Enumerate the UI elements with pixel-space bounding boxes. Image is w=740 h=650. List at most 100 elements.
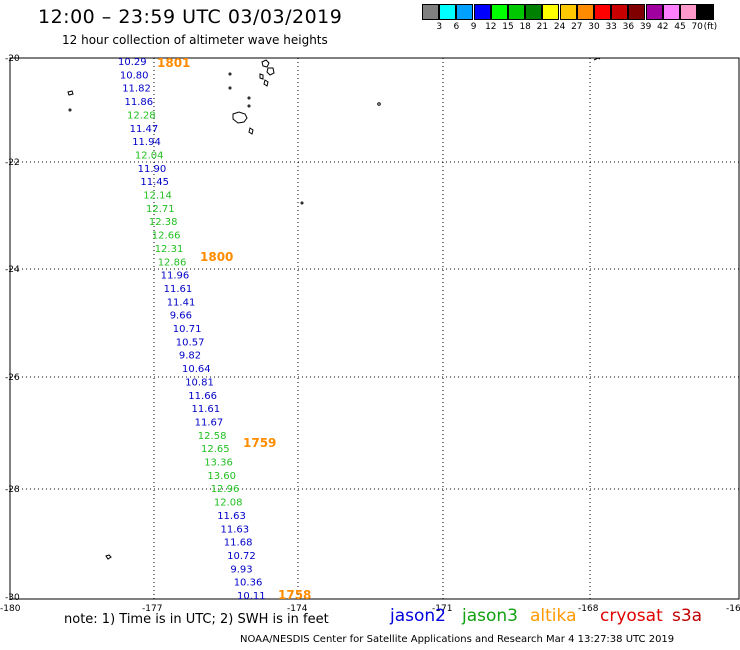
legend-swatch — [645, 4, 663, 20]
wave-height-label: 11.86 — [125, 97, 154, 108]
legend-swatch — [680, 4, 697, 20]
legend-label: 6 — [453, 22, 460, 32]
wave-height-label: 9.93 — [230, 564, 252, 575]
wave-height-label: 13.36 — [204, 458, 233, 469]
wave-height-label: 11.63 — [217, 511, 246, 522]
lon-label: -168 — [578, 604, 599, 614]
legend-swatch — [422, 4, 439, 20]
wave-height-label: 10.71 — [173, 324, 202, 335]
wave-height-label: 9.66 — [170, 311, 192, 322]
legend-swatch — [439, 4, 457, 20]
time-label: 1759 — [243, 436, 276, 450]
wave-height-label: 11.90 — [138, 164, 167, 175]
wave-height-label: 12.28 — [127, 110, 156, 121]
legend-swatch — [662, 4, 680, 20]
wave-height-label: 12.71 — [146, 204, 175, 215]
legend-swatch — [611, 4, 629, 20]
credit-line: NOAA/NESDIS Center for Satellite Applica… — [240, 634, 675, 645]
wave-height-track: 10.29 10.80 11.82 11.86 12.28 11.47 11.94 12.04… — [118, 57, 266, 602]
wave-height-label: 12.65 — [201, 444, 230, 455]
legend-label: 12 — [485, 22, 497, 32]
wave-height-label: 12.31 — [155, 244, 184, 255]
legend-swatch — [628, 4, 646, 20]
lat-label: -30 — [5, 593, 20, 603]
wave-height-label: 11.45 — [140, 177, 169, 188]
wave-height-label: 12.38 — [149, 217, 178, 228]
wave-height-label: 12.58 — [198, 431, 227, 442]
wave-height-label: 12.04 — [135, 150, 164, 161]
legend-swatch — [559, 4, 577, 20]
wave-height-label: 11.68 — [224, 538, 253, 549]
wave-height-label: 11.61 — [164, 284, 193, 295]
wave-height-label: 10.11 — [237, 591, 266, 602]
time-label: 1758 — [278, 588, 311, 602]
legend-label: 3 — [436, 22, 443, 32]
wave-height-label: 11.61 — [192, 404, 221, 415]
legend-swatch — [473, 4, 491, 20]
wave-height-label: 10.64 — [182, 364, 211, 375]
legend-unit: (ft) — [703, 22, 718, 32]
lon-label: -174 — [287, 604, 308, 614]
satellite-jason2: jason2 — [390, 606, 446, 626]
wave-height-label: 11.47 — [130, 124, 159, 135]
lon-label: -171 — [432, 604, 452, 614]
legend-swatch — [697, 4, 715, 20]
wave-height-label: 11.63 — [221, 524, 250, 535]
wave-height-label: 10.29 — [118, 57, 147, 68]
satellite-s3a: s3a — [672, 606, 703, 626]
legend-swatch — [576, 4, 594, 20]
legend-swatch — [594, 4, 611, 20]
legend-label: 21 — [536, 22, 549, 32]
wave-height-label: 10.80 — [120, 70, 149, 81]
grid-lines — [10, 58, 739, 599]
lat-label: -20 — [5, 54, 20, 64]
satellite-cryosat: cryosat — [600, 606, 663, 626]
satellite-altika: altika — [530, 606, 577, 626]
wave-height-label: 10.57 — [176, 337, 205, 348]
legend-label: 33 — [605, 22, 617, 32]
legend-label: 24 — [553, 22, 566, 32]
wave-height-label: 11.82 — [122, 84, 151, 95]
wave-height-label: 12.14 — [143, 191, 172, 202]
legend-swatch — [508, 4, 525, 20]
legend-label: 18 — [519, 22, 531, 32]
wave-height-label: 12.96 — [211, 484, 240, 495]
coastlines — [67, 57, 601, 560]
wave-height-label: 12.86 — [158, 257, 187, 268]
wave-height-label: 11.41 — [167, 297, 196, 308]
legend-label: 30 — [588, 22, 600, 32]
legend-label: 70 — [691, 22, 703, 32]
legend-swatch — [456, 4, 474, 20]
wave-height-label: 11.67 — [195, 418, 224, 429]
time-label: 1801 — [157, 56, 190, 70]
legend-label: 42 — [657, 22, 669, 32]
lat-label: -26 — [5, 373, 20, 383]
wave-height-label: 12.66 — [152, 231, 181, 242]
legend-label: 45 — [674, 22, 686, 32]
time-label: 1800 — [200, 250, 233, 264]
wave-height-label: 12.08 — [214, 498, 243, 509]
wave-height-label: 11.94 — [132, 137, 161, 148]
lon-label: -180 — [0, 604, 21, 614]
lat-label: -24 — [5, 265, 20, 275]
map-title: 12:00 – 23:59 UTC 03/03/2019 — [38, 6, 343, 28]
lat-label: -28 — [5, 485, 20, 495]
legend-swatch — [542, 4, 560, 20]
lon-label: -177 — [142, 604, 162, 614]
wave-height-label: 9.82 — [179, 351, 201, 362]
legend-label: 27 — [571, 22, 583, 32]
note-text: note: 1) Time is in UTC; 2) SWH is in fe… — [64, 612, 329, 627]
legend-label: 9 — [470, 22, 477, 32]
map-subtitle: 12 hour collection of altimeter wave hei… — [62, 33, 328, 47]
wave-height-label: 11.96 — [161, 271, 190, 282]
wave-height-label: 10.81 — [185, 377, 214, 388]
legend-label: 15 — [502, 22, 514, 32]
lat-label: -22 — [5, 158, 20, 168]
wave-height-label: 10.36 — [234, 578, 263, 589]
legend-swatch — [525, 4, 543, 20]
legend-label: 39 — [639, 22, 652, 32]
map-frame — [9, 57, 740, 600]
legend-label: 36 — [622, 22, 635, 32]
legend-swatch — [490, 4, 508, 20]
